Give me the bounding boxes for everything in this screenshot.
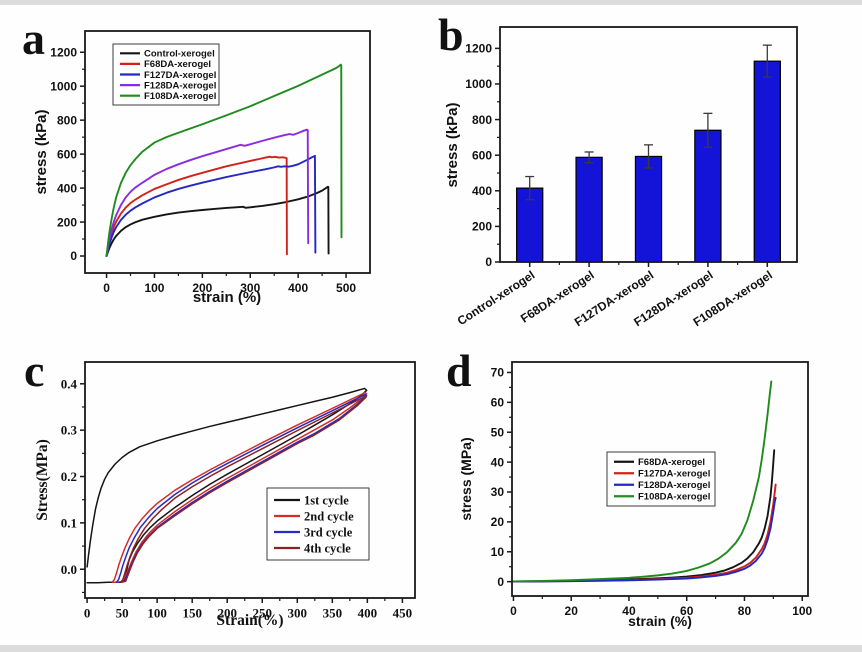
a-legend-label: F128DA-xerogel — [144, 80, 216, 91]
b-y-tick-label: 800 — [472, 113, 492, 127]
d-y-tick-label: 50 — [491, 425, 505, 439]
c-x-tick-label: 50 — [116, 606, 129, 621]
b-axis-box — [499, 26, 798, 263]
a-y-axis-title: stress (kPa) — [33, 109, 50, 194]
a-y-tick-label: 600 — [57, 147, 77, 161]
d-x-tick-label: 80 — [738, 604, 752, 618]
c-y-tick-label: 0.0 — [61, 562, 77, 577]
panel-b-label: b — [438, 9, 464, 60]
top-edge-strip — [0, 0, 862, 5]
a-y-tick-label: 200 — [57, 215, 77, 229]
d-x-tick-label: 60 — [680, 604, 694, 618]
a-series-F68DA-xerogel — [105, 155, 288, 257]
d-y-tick-label: 10 — [491, 545, 505, 559]
a-y-tick-label: 1200 — [50, 45, 77, 59]
b-y-tick-label: 0 — [485, 255, 492, 269]
a-y-tick-label: 400 — [57, 181, 77, 195]
panel-d-label: d — [446, 345, 472, 396]
c-y-tick-label: 0.3 — [61, 423, 78, 438]
a-x-axis-title: strain (%) — [193, 289, 261, 306]
b-y-tick-label: 600 — [472, 148, 492, 162]
panel-b-chart: Control-xerogelF68DA-xerogelF127DA-xerog… — [444, 26, 798, 329]
a-y-tick-label: 1000 — [50, 79, 77, 93]
a-legend-label: F108DA-xerogel — [144, 91, 216, 102]
b-y-axis-title: stress (kPa) — [444, 102, 461, 187]
c-x-tick-label: 100 — [147, 606, 167, 621]
b-bar-F108DA-xerogel — [753, 60, 781, 263]
panel-a-chart: 0 100 200 300 400 500 0 200 400 600 800 1000 1200 str… — [33, 30, 371, 306]
b-y-tick-label: 1000 — [465, 77, 492, 91]
panel-d-chart: 0 20 40 60 80 100 0 10 20 30 40 50 60 70 strain (%) str… — [458, 361, 813, 629]
d-x-tick-label: 0 — [510, 604, 517, 618]
d-legend-label: F68DA-xerogel — [638, 457, 705, 468]
d-legend-label: F108DA-xerogel — [638, 492, 710, 503]
c-y-tick-label: 0.2 — [61, 469, 77, 484]
b-y-tick-label: 400 — [472, 184, 492, 198]
c-legend-label: 3rd cycle — [304, 525, 353, 539]
a-x-tick-label: 400 — [288, 281, 308, 295]
c-y-tick-label: 0.4 — [61, 376, 78, 391]
bottom-edge-strip — [0, 645, 862, 652]
a-series-Control-xerogel — [105, 185, 330, 257]
d-y-tick-label: 0 — [497, 575, 504, 589]
c-x-tick-label: 450 — [393, 606, 413, 621]
d-legend-label: F128DA-xerogel — [638, 480, 710, 491]
c-series-4th cycle — [119, 395, 367, 583]
c-x-tick-label: 200 — [217, 606, 237, 621]
c-y-tick-label: 0.1 — [61, 515, 77, 530]
a-y-tick-label: 800 — [57, 113, 77, 127]
a-legend-label: Control-xerogel — [144, 49, 215, 60]
c-x-tick-label: 400 — [358, 606, 378, 621]
c-axis-box — [84, 361, 416, 599]
panel-c-chart: 0 50 100 150 200 250 300 350 400 450 0.0 0.1 0.2 0.3 0… — [34, 361, 416, 629]
c-x-axis-title: Strain(%) — [216, 612, 283, 629]
d-y-tick-label: 70 — [491, 366, 505, 380]
d-y-tick-label: 30 — [491, 485, 505, 499]
c-x-tick-label: 350 — [323, 606, 343, 621]
a-series-F108DA-xerogel — [105, 63, 343, 257]
a-y-tick-label: 0 — [70, 249, 77, 263]
d-legend-label: F127DA-xerogel — [638, 469, 710, 480]
d-x-tick-label: 40 — [622, 604, 636, 618]
d-x-tick-label: 20 — [565, 604, 579, 618]
b-bar-F68DA-xerogel — [575, 156, 603, 263]
a-x-tick-label: 500 — [336, 281, 356, 295]
a-legend-label: F127DA-xerogel — [144, 70, 216, 81]
a-legend-label: F68DA-xerogel — [144, 59, 211, 70]
c-x-tick-label: 250 — [253, 606, 273, 621]
d-y-axis-title: stress (MPa) — [458, 437, 474, 520]
a-series-F128DA-xerogel — [105, 128, 310, 257]
c-x-tick-label: 150 — [182, 606, 202, 621]
b-y-tick-label: 1200 — [465, 42, 492, 56]
c-y-axis-title: Stress(MPa) — [34, 439, 51, 521]
c-legend-label: 1st cycle — [304, 493, 349, 507]
a-x-tick-label: 200 — [192, 281, 212, 295]
d-x-tick-label: 100 — [792, 604, 812, 618]
d-x-axis-title: strain (%) — [628, 613, 692, 629]
a-axis-box — [84, 30, 371, 274]
b-bar-F128DA-xerogel — [694, 129, 722, 263]
d-y-tick-label: 60 — [491, 396, 505, 410]
panel-c-label: c — [24, 345, 45, 396]
b-y-tick-label: 200 — [472, 220, 492, 234]
c-legend-label: 2nd cycle — [304, 509, 354, 523]
d-axis-box — [511, 361, 809, 597]
d-series-F108DA-xerogel — [512, 380, 773, 583]
a-x-tick-label: 0 — [103, 281, 110, 295]
d-y-tick-label: 40 — [491, 455, 505, 469]
b-bar-F127DA-xerogel — [634, 155, 663, 263]
panel-a-label: a — [22, 13, 45, 64]
c-x-tick-label: 0 — [84, 606, 91, 621]
d-series-F128DA-xerogel — [512, 497, 777, 583]
c-legend-label: 4th cycle — [304, 541, 351, 555]
d-y-tick-label: 20 — [491, 515, 505, 529]
c-x-tick-label: 300 — [288, 606, 308, 621]
a-x-tick-label: 300 — [240, 281, 260, 295]
a-series-F127DA-xerogel — [105, 154, 317, 257]
a-x-tick-label: 100 — [144, 281, 164, 295]
